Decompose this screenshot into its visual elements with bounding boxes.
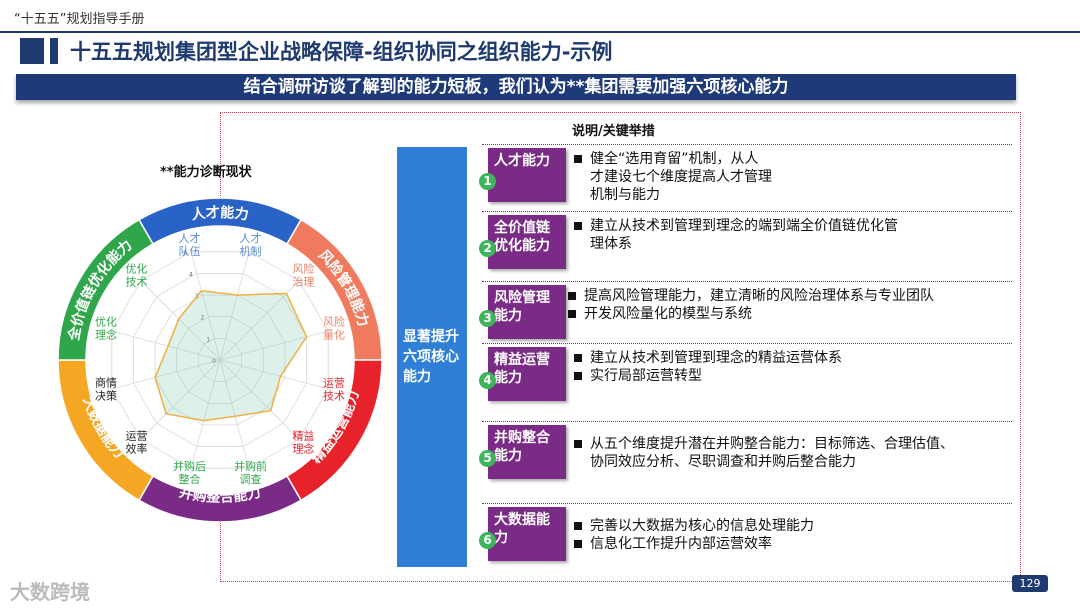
page-number: 129 <box>1012 575 1048 592</box>
radar-axis-label: 人才队伍 <box>178 231 200 258</box>
capability-number-badge: 2 <box>479 240 496 257</box>
bullet-continuation: 协同效应分析、尽职调查和并购后整合能力 <box>590 454 856 470</box>
capability-bullets: 健全“选用育留”机制，从人 才建设七个维度提高人才管理 机制与能力 <box>574 150 772 204</box>
radar-scale-tick: 2 <box>200 315 204 322</box>
bullet-item: 建立从技术到管理到理念的端到端全价值链优化管 <box>574 217 898 235</box>
radar-axis-label: 人才机制 <box>240 231 262 258</box>
capability-name: 并购整合能力 <box>494 430 550 464</box>
radar-scale-tick: 1 <box>206 336 210 343</box>
page-title: 十五五规划集团型企业战略保障-组织协同之组织能力-示例 <box>70 40 613 64</box>
radar-spoke <box>140 359 221 440</box>
capability-name-box: 全价值链优化能力 <box>488 215 566 269</box>
capability-bullets: 完善以大数据为核心的信息处理能力 信息化工作提升内部运营效率 <box>574 517 814 553</box>
capability-name: 全价值链优化能力 <box>494 220 550 254</box>
radar-scale-tick: 4 <box>189 271 193 278</box>
radar-spoke <box>190 251 221 361</box>
radar-scale-tick: 5 <box>183 250 187 257</box>
radar-title: **能力诊断现状 <box>160 165 252 180</box>
title-mark <box>20 38 44 64</box>
capability-name-box: 精益运营能力 <box>488 347 566 401</box>
radar-axis-label: 优化技术 <box>126 262 148 289</box>
capability-name-box: 风险管理能力 <box>488 285 566 339</box>
radar-spoke <box>111 359 221 390</box>
capability-name-box: 人才能力 <box>488 148 566 202</box>
capability-number-badge: 5 <box>479 450 496 467</box>
radar-axis-label: 运营效率 <box>126 428 148 455</box>
capability-name: 大数据能力 <box>494 512 550 546</box>
radar-axis-label: 并购前调查 <box>234 459 267 486</box>
bullet-continuation: 机制与能力 <box>590 187 660 203</box>
radar-spoke <box>140 280 221 361</box>
title-mark-bar <box>50 38 58 64</box>
row-separator <box>482 343 1012 344</box>
bullet-item: 提高风险管理能力，建立清晰的风险治理体系与专业团队 <box>568 287 934 305</box>
radar-axis-label: 风险治理 <box>292 262 314 289</box>
bullet-item: 完善以大数据为核心的信息处理能力 <box>574 517 814 535</box>
radar-scale-tick: 0 <box>212 358 216 365</box>
bullet-item: 信息化工作提升内部运营效率 <box>574 535 814 553</box>
capability-number-badge: 3 <box>479 310 496 327</box>
dotted-frame-bottom <box>220 581 1020 582</box>
dotted-frame <box>220 112 1021 583</box>
bullet-item: 开发风险量化的模型与系统 <box>568 305 934 323</box>
bullet-continuation: 理体系 <box>590 236 632 252</box>
radar-axis-label: 并购后整合 <box>173 459 206 486</box>
watermark: 大数跨境 <box>10 580 90 604</box>
capability-name: 精益运营能力 <box>494 352 550 386</box>
bullet-continuation: 才建设七个维度提高人才管理 <box>590 169 772 185</box>
capability-number-badge: 4 <box>479 372 496 389</box>
radar-spoke <box>219 330 329 361</box>
row-separator <box>482 211 1012 212</box>
bullet-item: 健全“选用育留”机制，从人 <box>574 150 772 168</box>
row-separator <box>482 421 1012 422</box>
bullet-item: 实行局部运营转型 <box>574 367 842 385</box>
notes-header: 说明/关键举措 <box>572 124 655 139</box>
radar-spoke <box>111 330 221 361</box>
capability-bullets: 从五个维度提升潜在并购整合能力：目标筛选、合理估值、 协同效应分析、尽职调查和并购… <box>574 435 954 471</box>
radar-axis-label: 商情决策 <box>95 376 117 403</box>
radar-value-shape <box>154 289 308 422</box>
top-rule <box>0 31 1080 33</box>
capability-bullets: 提高风险管理能力，建立清晰的风险治理体系与专业团队 开发风险量化的模型与系统 <box>568 287 934 323</box>
capability-name-box: 大数据能力 <box>488 507 566 561</box>
center-label: 显著提升六项核心能力 <box>397 147 467 567</box>
radar-spoke <box>190 359 221 469</box>
capability-bullets: 建立从技术到管理到理念的端到端全价值链优化管 理体系 <box>574 217 898 253</box>
radar-spoke <box>219 359 250 469</box>
capability-name-box: 并购整合能力 <box>488 425 566 479</box>
capability-bullets: 建立从技术到管理到理念的精益运营体系 实行局部运营转型 <box>574 349 842 385</box>
row-separator <box>482 144 1012 145</box>
row-separator <box>482 281 1012 282</box>
row-separator <box>482 503 1012 504</box>
radar-axis-label: 运营技术 <box>323 376 345 403</box>
capability-name: 人才能力 <box>494 153 550 169</box>
radar-spoke <box>219 359 300 440</box>
radar-axis-label: 风险量化 <box>323 314 345 341</box>
banner: 结合调研访谈了解到的能力短板，我们认为**集团需要加强六项核心能力 <box>16 74 1016 100</box>
radar-axis-label: 优化理念 <box>95 314 117 341</box>
bullet-item: 从五个维度提升潜在并购整合能力：目标筛选、合理估值、 <box>574 435 954 453</box>
capability-name: 风险管理能力 <box>494 290 550 324</box>
bullet-item: 建立从技术到管理到理念的精益运营体系 <box>574 349 842 367</box>
capability-number-badge: 6 <box>479 532 496 549</box>
radar-spoke <box>219 251 250 361</box>
radar-spoke <box>219 359 329 390</box>
capability-number-badge: 1 <box>479 173 496 190</box>
radar-axis-label: 精益理念 <box>292 428 314 455</box>
document-label: “十五五”规划指导手册 <box>14 12 145 27</box>
radar-diagram: 人才能力风险管理能力精益运营能力并购整合能力大数据能力全价值链优化能力01234… <box>57 197 383 523</box>
